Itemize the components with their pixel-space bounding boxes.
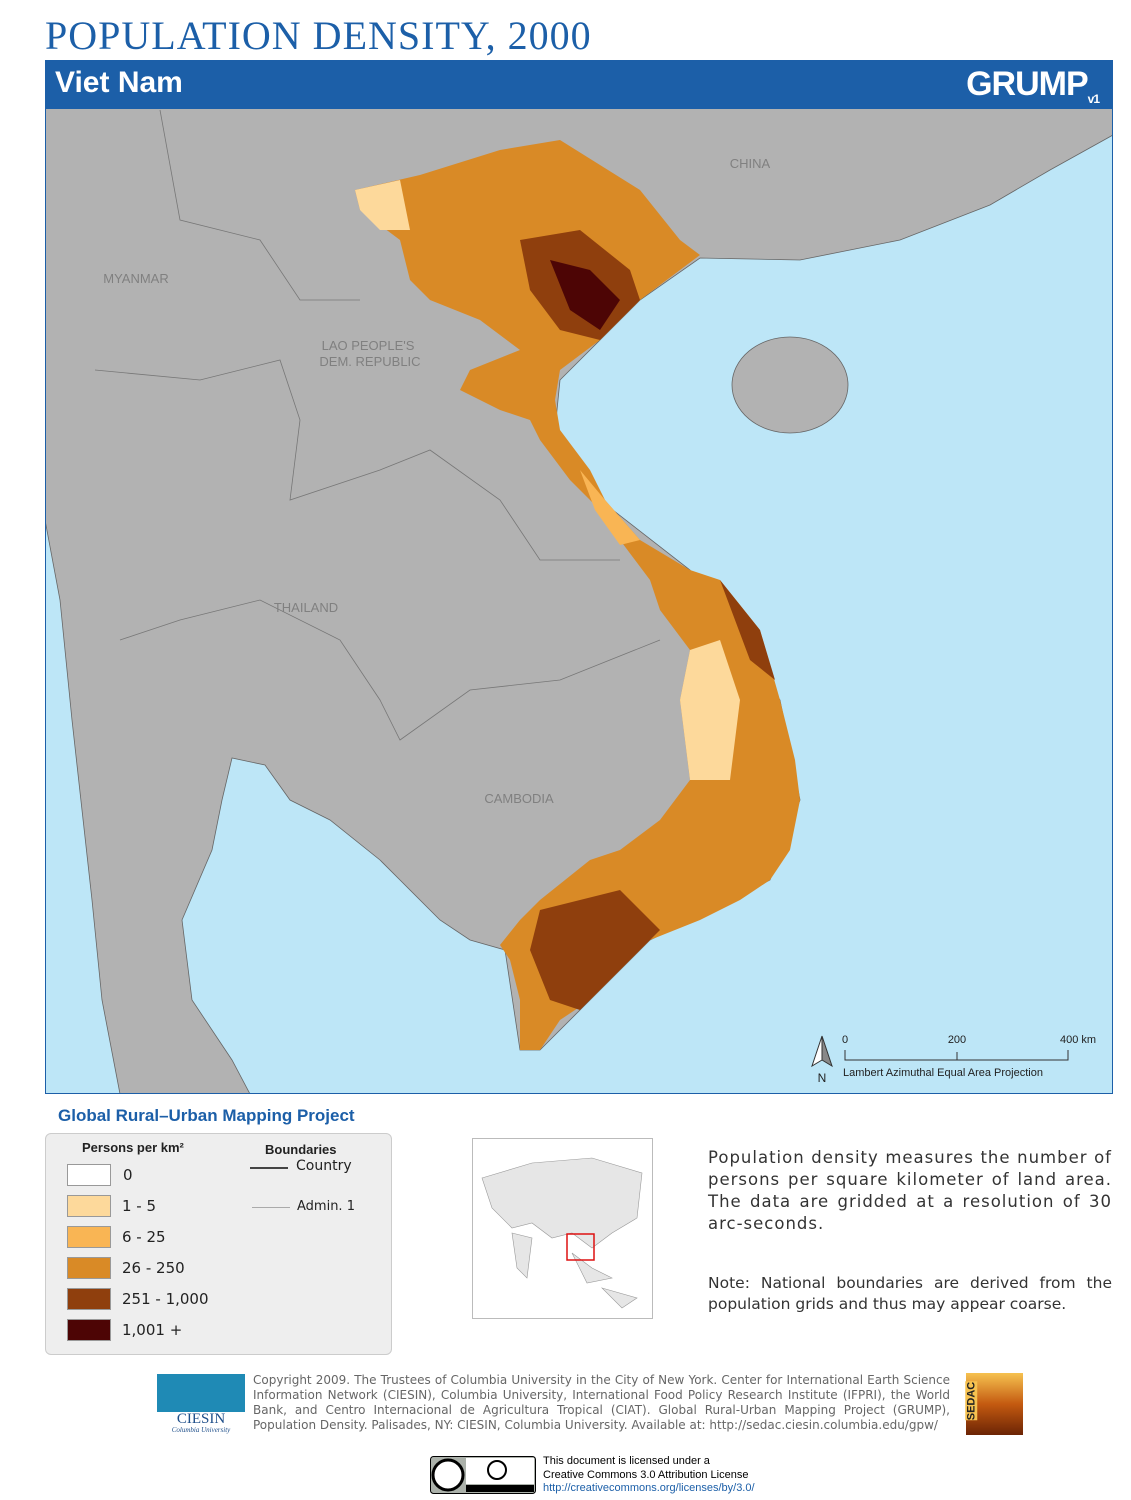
legend-label: 1 - 5	[122, 1197, 157, 1215]
map-label: DEM. REPUBLIC	[319, 354, 420, 369]
scale-label: 400 km	[1060, 1034, 1096, 1046]
map: CHINA MYANMAR LAO PEOPLE'S DEM. REPUBLIC…	[45, 108, 1113, 1094]
scale-label: 200	[948, 1034, 966, 1046]
projection: Lambert Azimuthal Equal Area Projection	[843, 1067, 1043, 1079]
border	[159, 109, 360, 301]
map-label: LAO PEOPLE'S	[322, 338, 415, 353]
borders	[94, 109, 661, 741]
legend-swatch	[67, 1288, 111, 1310]
legend-label: 0	[123, 1166, 133, 1184]
scale-line	[844, 1050, 1069, 1061]
mekong-delta	[530, 890, 660, 1010]
legend-swatch	[67, 1319, 111, 1341]
map-label: CAMBODIA	[484, 791, 554, 806]
border	[94, 359, 620, 561]
map-label: MYANMAR	[103, 271, 168, 286]
by-icon	[487, 1460, 507, 1480]
low-density	[680, 640, 740, 780]
land	[45, 108, 1113, 1094]
country-line	[250, 1167, 288, 1169]
country-name: Viet Nam	[55, 66, 183, 99]
note: Note: National boundaries are derived fr…	[708, 1274, 1112, 1313]
ciesin-globe	[157, 1374, 245, 1412]
map-label: THAILAND	[274, 600, 338, 615]
copyright: Copyright 2009. The Trustees of Columbia…	[253, 1373, 950, 1432]
description: Population density measures the number o…	[708, 1148, 1112, 1233]
legend-label: 1,001 +	[122, 1321, 183, 1339]
license-line: Creative Commons 3.0 Attribution License	[543, 1468, 749, 1481]
legend-swatch	[67, 1257, 111, 1279]
legend-swatch	[67, 1164, 111, 1186]
locator-map	[472, 1138, 653, 1319]
locator-box	[566, 1233, 595, 1261]
scale-label: 0	[842, 1034, 848, 1046]
cc-icon	[431, 1458, 465, 1492]
logo-version: v1	[1087, 91, 1100, 106]
ciesin-name: CIESIN	[176, 1411, 226, 1427]
red-river-core	[550, 260, 620, 330]
title: POPULATION DENSITY, 2000	[45, 13, 592, 58]
legend-title: Persons per km²	[82, 1140, 184, 1155]
map-label: CHINA	[730, 156, 771, 171]
locator-land	[481, 1157, 643, 1249]
license-link[interactable]: http://creativecommons.org/licenses/by/3…	[543, 1482, 755, 1494]
locator-land	[511, 1232, 638, 1309]
license: This document is licensed under a Creati…	[543, 1455, 755, 1496]
by-strip	[466, 1485, 534, 1492]
map-frame	[45, 108, 1113, 1094]
legend: Persons per km² Boundaries 0 1 - 5 6 - 25 2…	[45, 1133, 392, 1355]
north-label: N	[818, 1071, 827, 1085]
logo: GRUMPv1	[966, 65, 1100, 106]
legend-swatch	[67, 1226, 111, 1248]
viet-nam	[355, 140, 800, 1050]
coastal-density	[720, 580, 775, 680]
admin-line	[252, 1207, 290, 1208]
legend-swatch	[67, 1195, 111, 1217]
map-labels: CHINA MYANMAR LAO PEOPLE'S DEM. REPUBLIC…	[103, 156, 770, 806]
boundary-label: Admin. 1	[297, 1199, 355, 1214]
scale-bar: N 0 200 400 km Lambert Azimuthal Equal A…	[811, 1034, 1096, 1085]
cc-badge	[430, 1456, 536, 1494]
logo-text: GRUMP	[966, 65, 1089, 103]
legend-title: Boundaries	[265, 1142, 337, 1157]
legend-label: 6 - 25	[122, 1228, 166, 1246]
license-line: This document is licensed under a	[543, 1455, 710, 1467]
low-density	[355, 180, 410, 230]
ciesin-sub: Columbia University	[171, 1426, 231, 1434]
legend-label: 251 - 1,000	[122, 1290, 209, 1308]
ciesin-logo: CIESIN Columbia University	[157, 1374, 245, 1434]
hainan	[731, 336, 849, 434]
mid-density	[580, 470, 640, 545]
north-arrow	[821, 1035, 833, 1068]
legend-label: 26 - 250	[122, 1259, 185, 1277]
sedac-logo: SEDAC	[965, 1373, 1023, 1435]
boundary-label: Country	[296, 1158, 352, 1174]
project-name: Global Rural–Urban Mapping Project	[58, 1106, 355, 1125]
header-band: Viet Nam GRUMPv1	[45, 60, 1113, 108]
border	[119, 599, 661, 741]
sedac-name: SEDAC	[965, 1381, 978, 1421]
